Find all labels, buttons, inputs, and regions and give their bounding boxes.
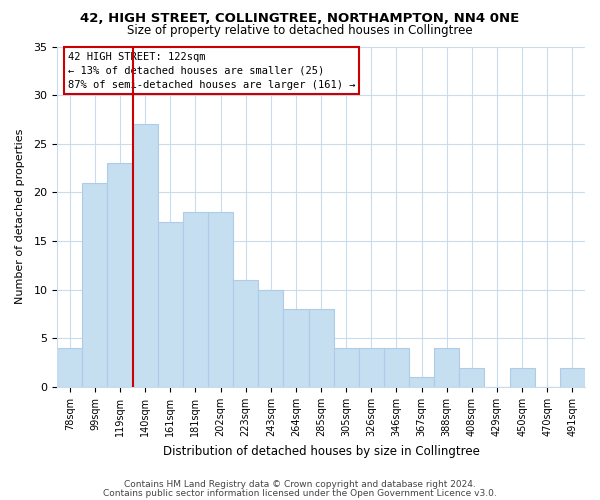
- Bar: [158, 222, 183, 387]
- Bar: [308, 309, 334, 387]
- Y-axis label: Number of detached properties: Number of detached properties: [15, 129, 25, 304]
- Bar: [183, 212, 208, 387]
- Text: Contains public sector information licensed under the Open Government Licence v3: Contains public sector information licen…: [103, 488, 497, 498]
- Bar: [57, 348, 82, 387]
- Bar: [283, 309, 308, 387]
- Bar: [359, 348, 384, 387]
- Bar: [334, 348, 359, 387]
- X-axis label: Distribution of detached houses by size in Collingtree: Distribution of detached houses by size …: [163, 444, 479, 458]
- Text: 42 HIGH STREET: 122sqm
← 13% of detached houses are smaller (25)
87% of semi-det: 42 HIGH STREET: 122sqm ← 13% of detached…: [68, 52, 355, 90]
- Bar: [460, 368, 484, 387]
- Bar: [258, 290, 283, 387]
- Bar: [560, 368, 585, 387]
- Bar: [107, 164, 133, 387]
- Bar: [434, 348, 460, 387]
- Text: Size of property relative to detached houses in Collingtree: Size of property relative to detached ho…: [127, 24, 473, 37]
- Bar: [133, 124, 158, 387]
- Bar: [233, 280, 258, 387]
- Bar: [208, 212, 233, 387]
- Bar: [509, 368, 535, 387]
- Bar: [82, 182, 107, 387]
- Bar: [409, 378, 434, 387]
- Text: 42, HIGH STREET, COLLINGTREE, NORTHAMPTON, NN4 0NE: 42, HIGH STREET, COLLINGTREE, NORTHAMPTO…: [80, 12, 520, 26]
- Text: Contains HM Land Registry data © Crown copyright and database right 2024.: Contains HM Land Registry data © Crown c…: [124, 480, 476, 489]
- Bar: [384, 348, 409, 387]
